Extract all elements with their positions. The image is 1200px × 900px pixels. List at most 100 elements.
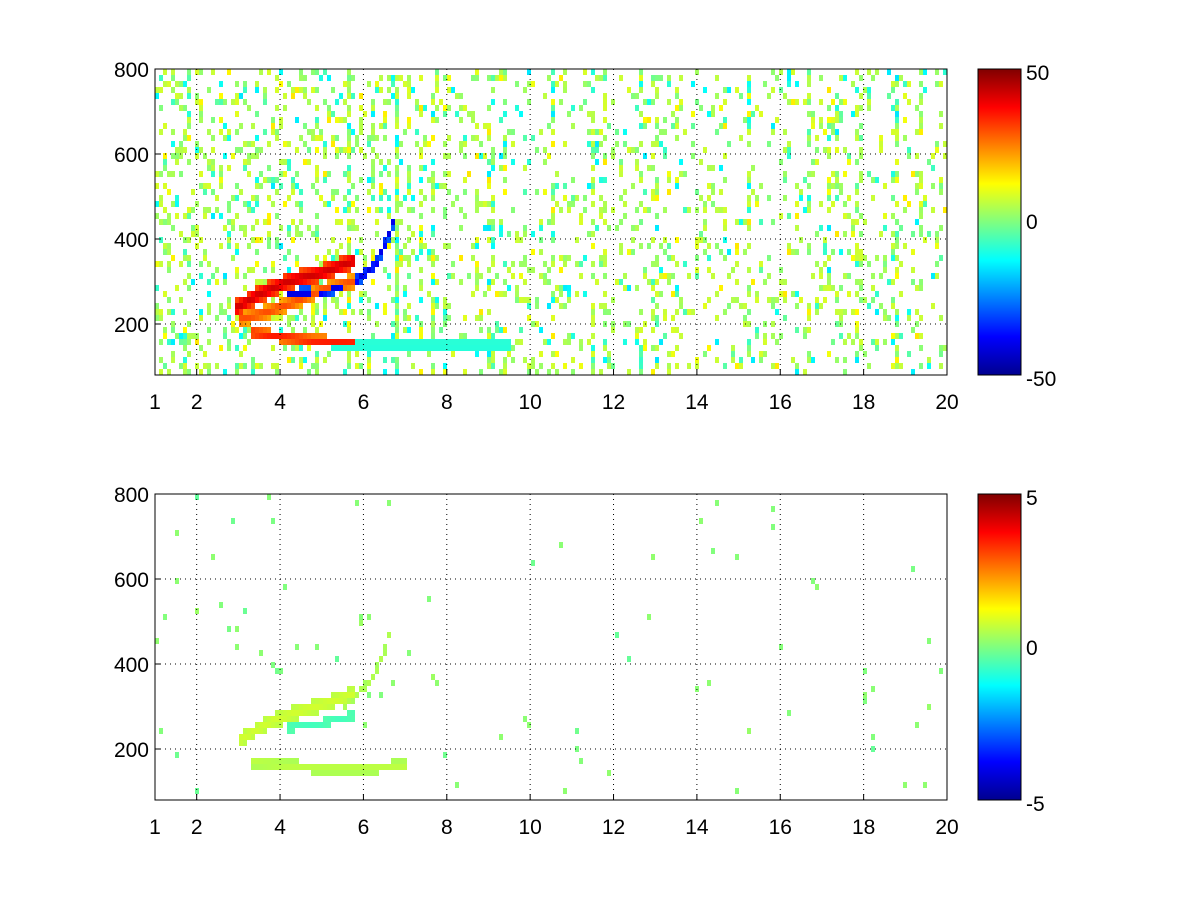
heatmap-cell: [263, 716, 267, 722]
heatmap-cell: [863, 297, 867, 303]
heatmap-cell: [311, 315, 315, 321]
heatmap-cell: [403, 195, 407, 201]
heatmap-cell: [427, 345, 431, 351]
heatmap-cell: [171, 255, 175, 261]
heatmap-cell: [419, 249, 423, 255]
heatmap-cell: [239, 351, 243, 357]
heatmap-cell: [383, 309, 387, 315]
heatmap-cell: [875, 345, 879, 351]
heatmap-cell: [895, 105, 899, 111]
heatmap-cell: [219, 129, 223, 135]
heatmap-cell: [855, 129, 859, 135]
heatmap-cell: [387, 159, 391, 165]
heatmap-cell: [823, 297, 827, 303]
heatmap-cell: [511, 261, 515, 267]
heatmap-cell: [315, 189, 319, 195]
x-tick-label: 8: [441, 391, 453, 414]
heatmap-cell: [199, 309, 203, 315]
heatmap-cell: [759, 219, 763, 225]
heatmap-cell: [391, 758, 395, 764]
heatmap-cell: [379, 159, 383, 165]
heatmap-cell: [651, 297, 655, 303]
heatmap-cell: [871, 734, 875, 740]
heatmap-cell: [795, 291, 799, 297]
heatmap-cell: [603, 273, 607, 279]
heatmap-cell: [223, 135, 227, 141]
heatmap-cell: [435, 117, 439, 123]
heatmap-cell: [675, 327, 679, 333]
heatmap-cell: [335, 285, 339, 291]
heatmap-cell: [747, 728, 751, 734]
heatmap-cell: [419, 333, 423, 339]
heatmap-cell: [855, 135, 859, 141]
heatmap-cell: [235, 369, 239, 375]
heatmap-cell: [159, 201, 163, 207]
heatmap-cell: [407, 93, 411, 99]
heatmap-cell: [547, 303, 551, 309]
heatmap-cell: [179, 81, 183, 87]
heatmap-cell: [391, 225, 395, 231]
heatmap-cell: [431, 333, 435, 339]
heatmap-cell: [639, 87, 643, 93]
heatmap-cell: [371, 123, 375, 129]
heatmap-cell: [879, 303, 883, 309]
heatmap-cell: [335, 147, 339, 153]
heatmap-cell: [207, 303, 211, 309]
heatmap-cell: [459, 147, 463, 153]
heatmap-cell: [335, 656, 339, 662]
heatmap-cell: [827, 267, 831, 273]
heatmap-cell: [895, 231, 899, 237]
heatmap-cell: [587, 339, 591, 345]
heatmap-cell: [411, 207, 415, 213]
heatmap-cell: [339, 255, 343, 261]
heatmap-cell: [667, 279, 671, 285]
heatmap-cell: [183, 135, 187, 141]
heatmap-cell: [915, 189, 919, 195]
heatmap-cell: [299, 303, 303, 309]
heatmap-cell: [651, 153, 655, 159]
heatmap-cell: [159, 129, 163, 135]
heatmap-cell: [255, 315, 259, 321]
heatmap-cell: [371, 105, 375, 111]
heatmap-cell: [795, 327, 799, 333]
heatmap-cell: [899, 291, 903, 297]
heatmap-cell: [475, 207, 479, 213]
heatmap-cell: [903, 81, 907, 87]
heatmap-cell: [275, 75, 279, 81]
heatmap-cell: [771, 333, 775, 339]
heatmap-cell: [263, 267, 267, 273]
heatmap-cell: [903, 782, 907, 788]
heatmap-cell: [567, 291, 571, 297]
heatmap-cell: [207, 207, 211, 213]
heatmap-cell: [903, 195, 907, 201]
heatmap-cell: [875, 339, 879, 345]
heatmap-cell: [567, 297, 571, 303]
heatmap-cell: [859, 279, 863, 285]
heatmap-cell: [851, 309, 855, 315]
heatmap-cell: [283, 339, 287, 345]
heatmap-cell: [435, 81, 439, 87]
heatmap-cell: [835, 117, 839, 123]
heatmap-cell: [247, 728, 251, 734]
heatmap-cell: [431, 249, 435, 255]
heatmap-cell: [267, 237, 271, 243]
heatmap-cell: [623, 189, 627, 195]
heatmap-cell: [475, 123, 479, 129]
heatmap-cell: [671, 351, 675, 357]
heatmap-cell: [595, 147, 599, 153]
heatmap-cell: [351, 309, 355, 315]
heatmap-cell: [827, 225, 831, 231]
heatmap-cell: [347, 267, 351, 273]
heatmap-cell: [343, 339, 347, 345]
heatmap-cell: [283, 255, 287, 261]
heatmap-cell: [755, 201, 759, 207]
heatmap-cell: [603, 135, 607, 141]
heatmap-cell: [571, 123, 575, 129]
heatmap-cell: [403, 339, 407, 345]
heatmap-cell: [319, 273, 323, 279]
heatmap-cell: [667, 363, 671, 369]
heatmap-cell: [347, 129, 351, 135]
heatmap-cell: [507, 351, 511, 357]
heatmap-cell: [675, 117, 679, 123]
heatmap-cell: [563, 183, 567, 189]
